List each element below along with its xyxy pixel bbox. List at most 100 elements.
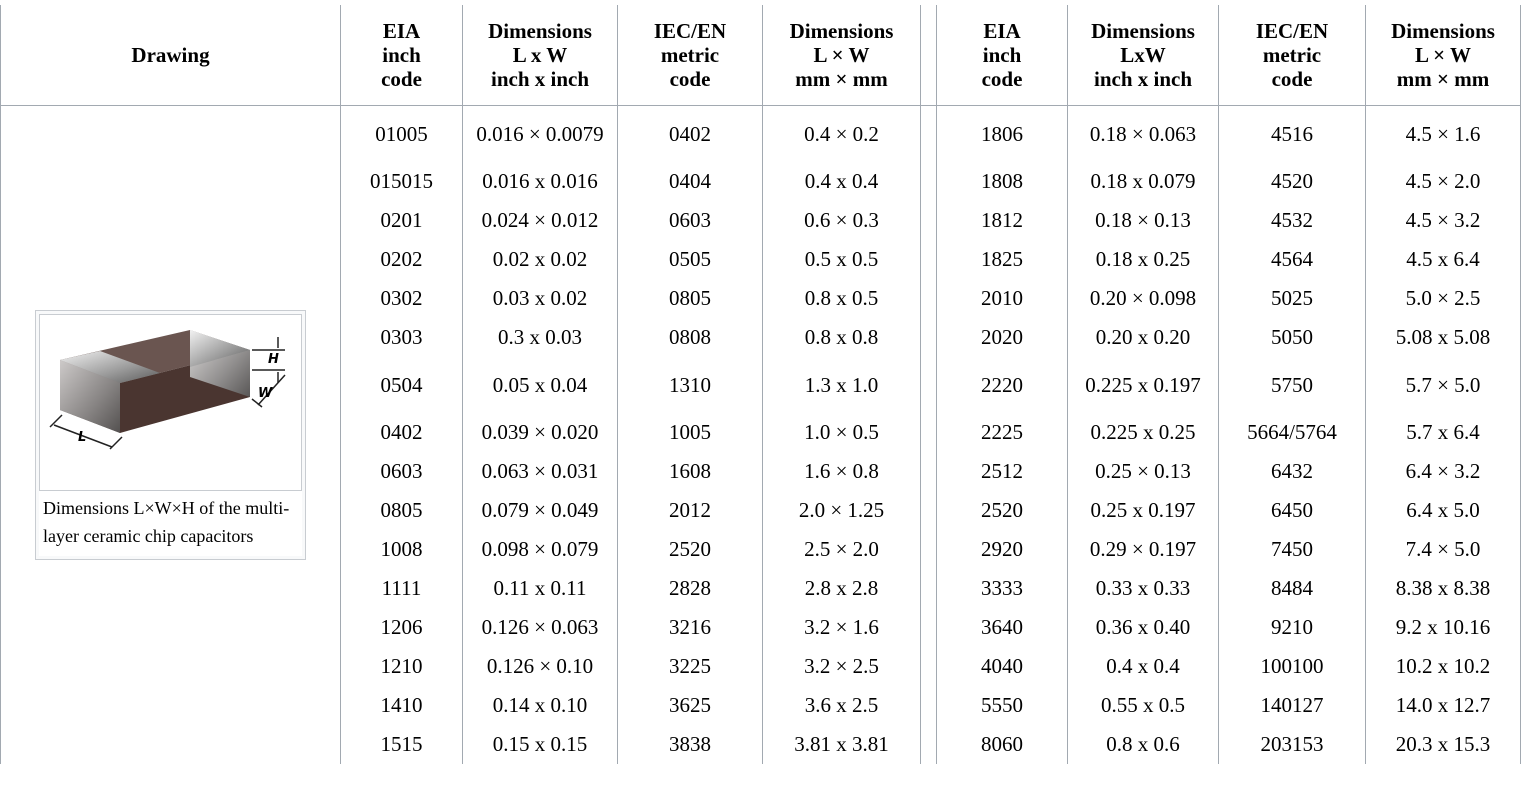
table-cell: 0.55 x 0.5	[1067, 685, 1219, 725]
table-cell: 3.2 × 2.5	[762, 646, 921, 686]
table-cell: 5050	[1218, 317, 1366, 357]
table-cell: 0404	[617, 161, 763, 201]
table-cell: 0.4 x 0.4	[762, 161, 921, 201]
table-cell: 4.5 × 3.2	[1365, 200, 1521, 240]
table-cell: 2012	[617, 490, 763, 530]
table-cell: 1808	[936, 161, 1068, 201]
header-line: Dimensions	[1091, 19, 1195, 43]
table-cell: 8.38 x 8.38	[1365, 568, 1521, 608]
table-cell: 0.29 × 0.197	[1067, 529, 1219, 569]
table-cell: 1005	[617, 412, 763, 452]
spacer-cell	[920, 200, 937, 240]
header-line: metric	[1262, 43, 1322, 67]
table-cell: 0.4 x 0.4	[1067, 646, 1219, 686]
table-cell: 0.098 × 0.079	[462, 529, 618, 569]
table-cell: 2.0 × 1.25	[762, 490, 921, 530]
header-line: mm × mm	[795, 67, 888, 91]
table-row: H W L Dimensions L×W×H of the multi-laye…	[0, 105, 1521, 764]
table-body: H W L Dimensions L×W×H of the multi-laye…	[0, 105, 1521, 764]
table-cell: 0402	[617, 105, 763, 162]
table-cell: 0.016 x 0.016	[462, 161, 618, 201]
header-line: metric	[660, 43, 720, 67]
table-cell: 0201	[340, 200, 463, 240]
table-cell: 0.18 x 0.079	[1067, 161, 1219, 201]
table-cell: 0.8 x 0.6	[1067, 724, 1219, 764]
table-cell: 0.25 × 0.13	[1067, 451, 1219, 491]
spacer-cell	[920, 646, 937, 686]
table-row: 0302 0.03 x 0.02 0805 0.8 x 0.5 2010 0.20 × 0…	[1, 278, 1521, 318]
table-cell: 1.0 × 0.5	[762, 412, 921, 452]
table-row: 0201 0.024 × 0.012 0603 0.6 × 0.3 1812 0.18 ×…	[1, 200, 1521, 240]
table-cell: 1608	[617, 451, 763, 491]
table-cell: 9210	[1218, 607, 1366, 647]
table-row: 1515 0.15 x 0.15 3838 3.81 x 3.81 8060 0.8 x …	[1, 724, 1521, 764]
table-cell: 5.7 × 5.0	[1365, 356, 1521, 413]
spacer-cell	[920, 724, 937, 764]
table-cell: 8060	[936, 724, 1068, 764]
table-cell: 0805	[340, 490, 463, 530]
table-cell: 3216	[617, 607, 763, 647]
table-cell: 5025	[1218, 278, 1366, 318]
table-cell: 0.03 x 0.02	[462, 278, 618, 318]
table-cell: 0.18 × 0.063	[1067, 105, 1219, 162]
table-cell: 9.2 x 10.16	[1365, 607, 1521, 647]
table-cell: 1.6 × 0.8	[762, 451, 921, 491]
table-cell: 3333	[936, 568, 1068, 608]
table-cell: 2220	[936, 356, 1068, 413]
header-line: Drawing	[131, 43, 210, 67]
column-header: IEC/EN metric code	[1218, 5, 1366, 106]
table-cell: 3225	[617, 646, 763, 686]
table-cell: 7450	[1218, 529, 1366, 569]
spacer-cell	[920, 317, 937, 357]
table-cell: 3838	[617, 724, 763, 764]
table-cell: 0.33 x 0.33	[1067, 568, 1219, 608]
table-cell: 4.5 × 2.0	[1365, 161, 1521, 201]
table-cell: 4040	[936, 646, 1068, 686]
header-line: inch x inch	[490, 67, 590, 91]
table-cell: 1111	[340, 568, 463, 608]
table-cell: 0.14 x 0.10	[462, 685, 618, 725]
table-cell: 0505	[617, 239, 763, 279]
table-cell: 0.02 x 0.02	[462, 239, 618, 279]
table-cell: 0.126 × 0.063	[462, 607, 618, 647]
header-line: EIA	[382, 19, 421, 43]
table-cell: 2.8 x 2.8	[762, 568, 921, 608]
table-cell: 0603	[617, 200, 763, 240]
spacer-cell	[920, 278, 937, 318]
header-line: L × W	[813, 43, 870, 67]
header-line: inch x inch	[1093, 67, 1193, 91]
table-cell: 5.08 x 5.08	[1365, 317, 1521, 357]
table-cell: 8484	[1218, 568, 1366, 608]
table-cell: 0.8 x 0.8	[762, 317, 921, 357]
spacer-cell	[920, 412, 937, 452]
table-cell: 3.6 x 2.5	[762, 685, 921, 725]
table-cell: 6.4 x 5.0	[1365, 490, 1521, 530]
table-cell: 5.7 x 6.4	[1365, 412, 1521, 452]
table-cell: 0402	[340, 412, 463, 452]
spacer-cell	[920, 607, 937, 647]
table-row: 1210 0.126 × 0.10 3225 3.2 × 2.5 4040 0.4 x 0…	[1, 646, 1521, 686]
table-row: 0402 0.039 × 0.020 1005 1.0 × 0.5 2225 0.225 …	[1, 412, 1521, 452]
header-line: LxW	[1120, 43, 1166, 67]
spacer-cell	[920, 105, 937, 162]
table-cell: 4.5 × 1.6	[1365, 105, 1521, 162]
table-cell: 0.039 × 0.020	[462, 412, 618, 452]
table-cell: 6432	[1218, 451, 1366, 491]
table-cell: 2225	[936, 412, 1068, 452]
table-cell: 6450	[1218, 490, 1366, 530]
drawing-label: L	[78, 430, 86, 445]
table-cell: 5750	[1218, 356, 1366, 413]
table-row: 0603 0.063 × 0.031 1608 1.6 × 0.8 2512 0.25 ×…	[1, 451, 1521, 491]
table-cell: 5550	[936, 685, 1068, 725]
table-cell: 0504	[340, 356, 463, 413]
table-cell: 0.016 × 0.0079	[462, 105, 618, 162]
table-cell: 4516	[1218, 105, 1366, 162]
table-cell: 1812	[936, 200, 1068, 240]
table-cell: 7.4 × 5.0	[1365, 529, 1521, 569]
table-cell: 1.3 x 1.0	[762, 356, 921, 413]
spacer-cell	[920, 239, 937, 279]
table-cell: 0.6 × 0.3	[762, 200, 921, 240]
